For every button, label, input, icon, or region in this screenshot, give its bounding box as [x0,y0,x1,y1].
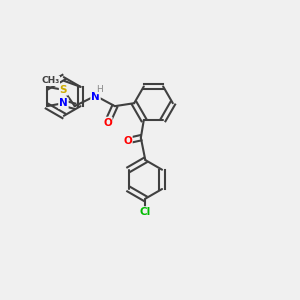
Text: Cl: Cl [140,207,151,217]
Text: CH₃: CH₃ [41,76,60,85]
Text: S: S [60,85,67,95]
Text: O: O [103,118,112,128]
Text: N: N [91,92,100,102]
Text: H: H [96,85,103,94]
Text: N: N [59,98,68,108]
Text: O: O [123,136,132,146]
